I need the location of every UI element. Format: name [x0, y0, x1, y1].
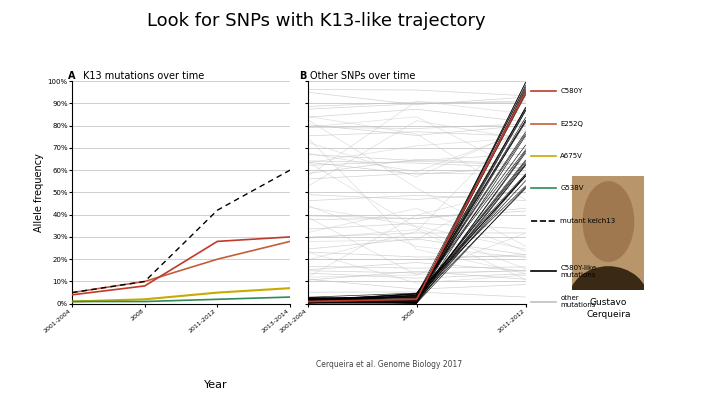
Text: C580Y: C580Y	[560, 88, 582, 94]
Ellipse shape	[569, 267, 648, 335]
Text: C580Y-like
mutations: C580Y-like mutations	[560, 265, 596, 278]
Text: B: B	[299, 71, 306, 81]
Text: other
mutations: other mutations	[560, 295, 595, 308]
Ellipse shape	[583, 182, 634, 261]
Text: Look for SNPs with K13-like trajectory: Look for SNPs with K13-like trajectory	[148, 12, 486, 30]
Text: Cerqueira et al. Genome Biology 2017: Cerqueira et al. Genome Biology 2017	[316, 360, 462, 369]
Text: Other SNPs over time: Other SNPs over time	[310, 71, 415, 81]
Text: Cerqueira: Cerqueira	[586, 310, 631, 319]
Text: A675V: A675V	[560, 153, 583, 159]
Text: E252Q: E252Q	[560, 121, 583, 126]
Text: K13 mutations over time: K13 mutations over time	[83, 71, 204, 81]
Text: mutant kelch13: mutant kelch13	[560, 218, 616, 224]
Text: G538V: G538V	[560, 185, 584, 191]
Text: Year: Year	[204, 380, 228, 390]
Y-axis label: Allele frequency: Allele frequency	[34, 153, 43, 232]
Text: Gustavo: Gustavo	[590, 298, 627, 307]
Text: A: A	[68, 71, 76, 81]
